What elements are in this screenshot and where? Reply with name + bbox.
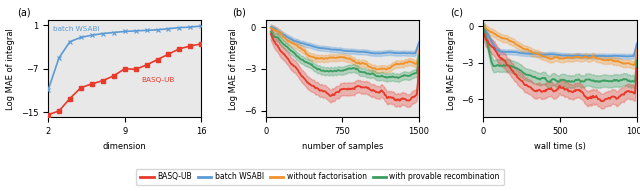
Legend: BASQ-UB, batch WSABI, without factorisation, with provable recombination: BASQ-UB, batch WSABI, without factorisat…	[136, 169, 504, 185]
X-axis label: dimension: dimension	[103, 142, 147, 151]
Text: batch WSABI: batch WSABI	[54, 26, 100, 32]
Text: (c): (c)	[450, 7, 463, 17]
Y-axis label: Log MAE of integral: Log MAE of integral	[229, 28, 238, 110]
Text: BASQ-UB: BASQ-UB	[141, 77, 175, 83]
X-axis label: wall time (s): wall time (s)	[534, 142, 586, 151]
Text: (a): (a)	[17, 7, 31, 17]
Y-axis label: Log MAE of integral: Log MAE of integral	[6, 28, 15, 110]
Text: (b): (b)	[232, 7, 246, 17]
Y-axis label: Log MAE of integral: Log MAE of integral	[447, 28, 456, 110]
X-axis label: number of samples: number of samples	[301, 142, 383, 151]
